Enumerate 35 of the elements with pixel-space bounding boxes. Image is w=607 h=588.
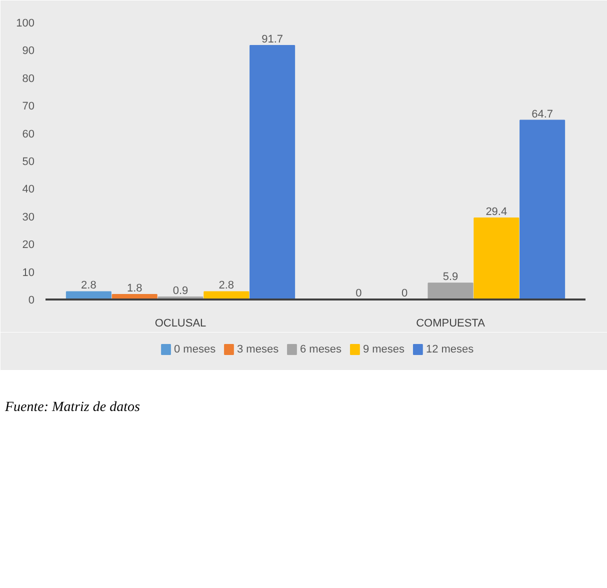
- data-label: 64.7: [532, 108, 554, 120]
- bar: [204, 291, 250, 300]
- data-label: 1.8: [126, 282, 142, 295]
- y-tick-label: 90: [22, 45, 35, 58]
- y-tick-label: 60: [22, 128, 35, 140]
- x-tick-label: COMPUESTA: [416, 318, 486, 330]
- y-tick-label: 50: [22, 156, 35, 168]
- legend-label: 12 meses: [426, 344, 474, 356]
- y-tick-label: 80: [22, 72, 35, 85]
- source-note: Fuente: Matriz de datos: [5, 399, 140, 417]
- bar: [66, 291, 112, 300]
- y-tick-label: 40: [22, 184, 35, 196]
- data-label: 0: [402, 288, 408, 300]
- data-label: 2.8: [218, 280, 234, 292]
- y-tick-label: 0: [28, 294, 35, 306]
- legend-label: 9 meses: [362, 344, 406, 356]
- bar: [474, 218, 520, 300]
- data-label: 91.7: [262, 33, 284, 46]
- y-tick-label: 100: [16, 18, 35, 30]
- bar: [520, 120, 566, 300]
- legend-label: 0 meses: [174, 344, 216, 356]
- bar: [250, 44, 296, 300]
- legend-label: 6 meses: [300, 344, 342, 356]
- data-label: 5.9: [442, 271, 458, 284]
- y-tick-label: 70: [22, 100, 35, 113]
- bar: [428, 282, 474, 300]
- y-tick-label: 30: [22, 211, 35, 224]
- data-label: 29.4: [486, 206, 508, 218]
- data-label: 2.8: [81, 280, 96, 292]
- x-tick-label: OCLUSAL: [154, 318, 206, 330]
- data-label: 0: [356, 288, 362, 300]
- y-tick-label: 20: [22, 239, 35, 252]
- y-tick-label: 10: [22, 266, 35, 279]
- legend-label: 3 meses: [236, 344, 280, 356]
- data-label: 0.9: [172, 285, 188, 298]
